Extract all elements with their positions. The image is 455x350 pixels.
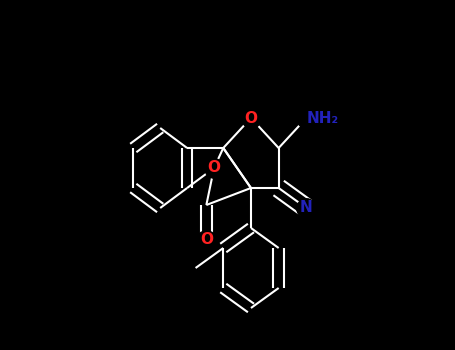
Text: O: O	[200, 232, 213, 247]
Text: NH₂: NH₂	[306, 111, 339, 126]
Text: N: N	[300, 201, 313, 216]
Text: O: O	[207, 161, 221, 175]
Text: O: O	[244, 111, 258, 126]
